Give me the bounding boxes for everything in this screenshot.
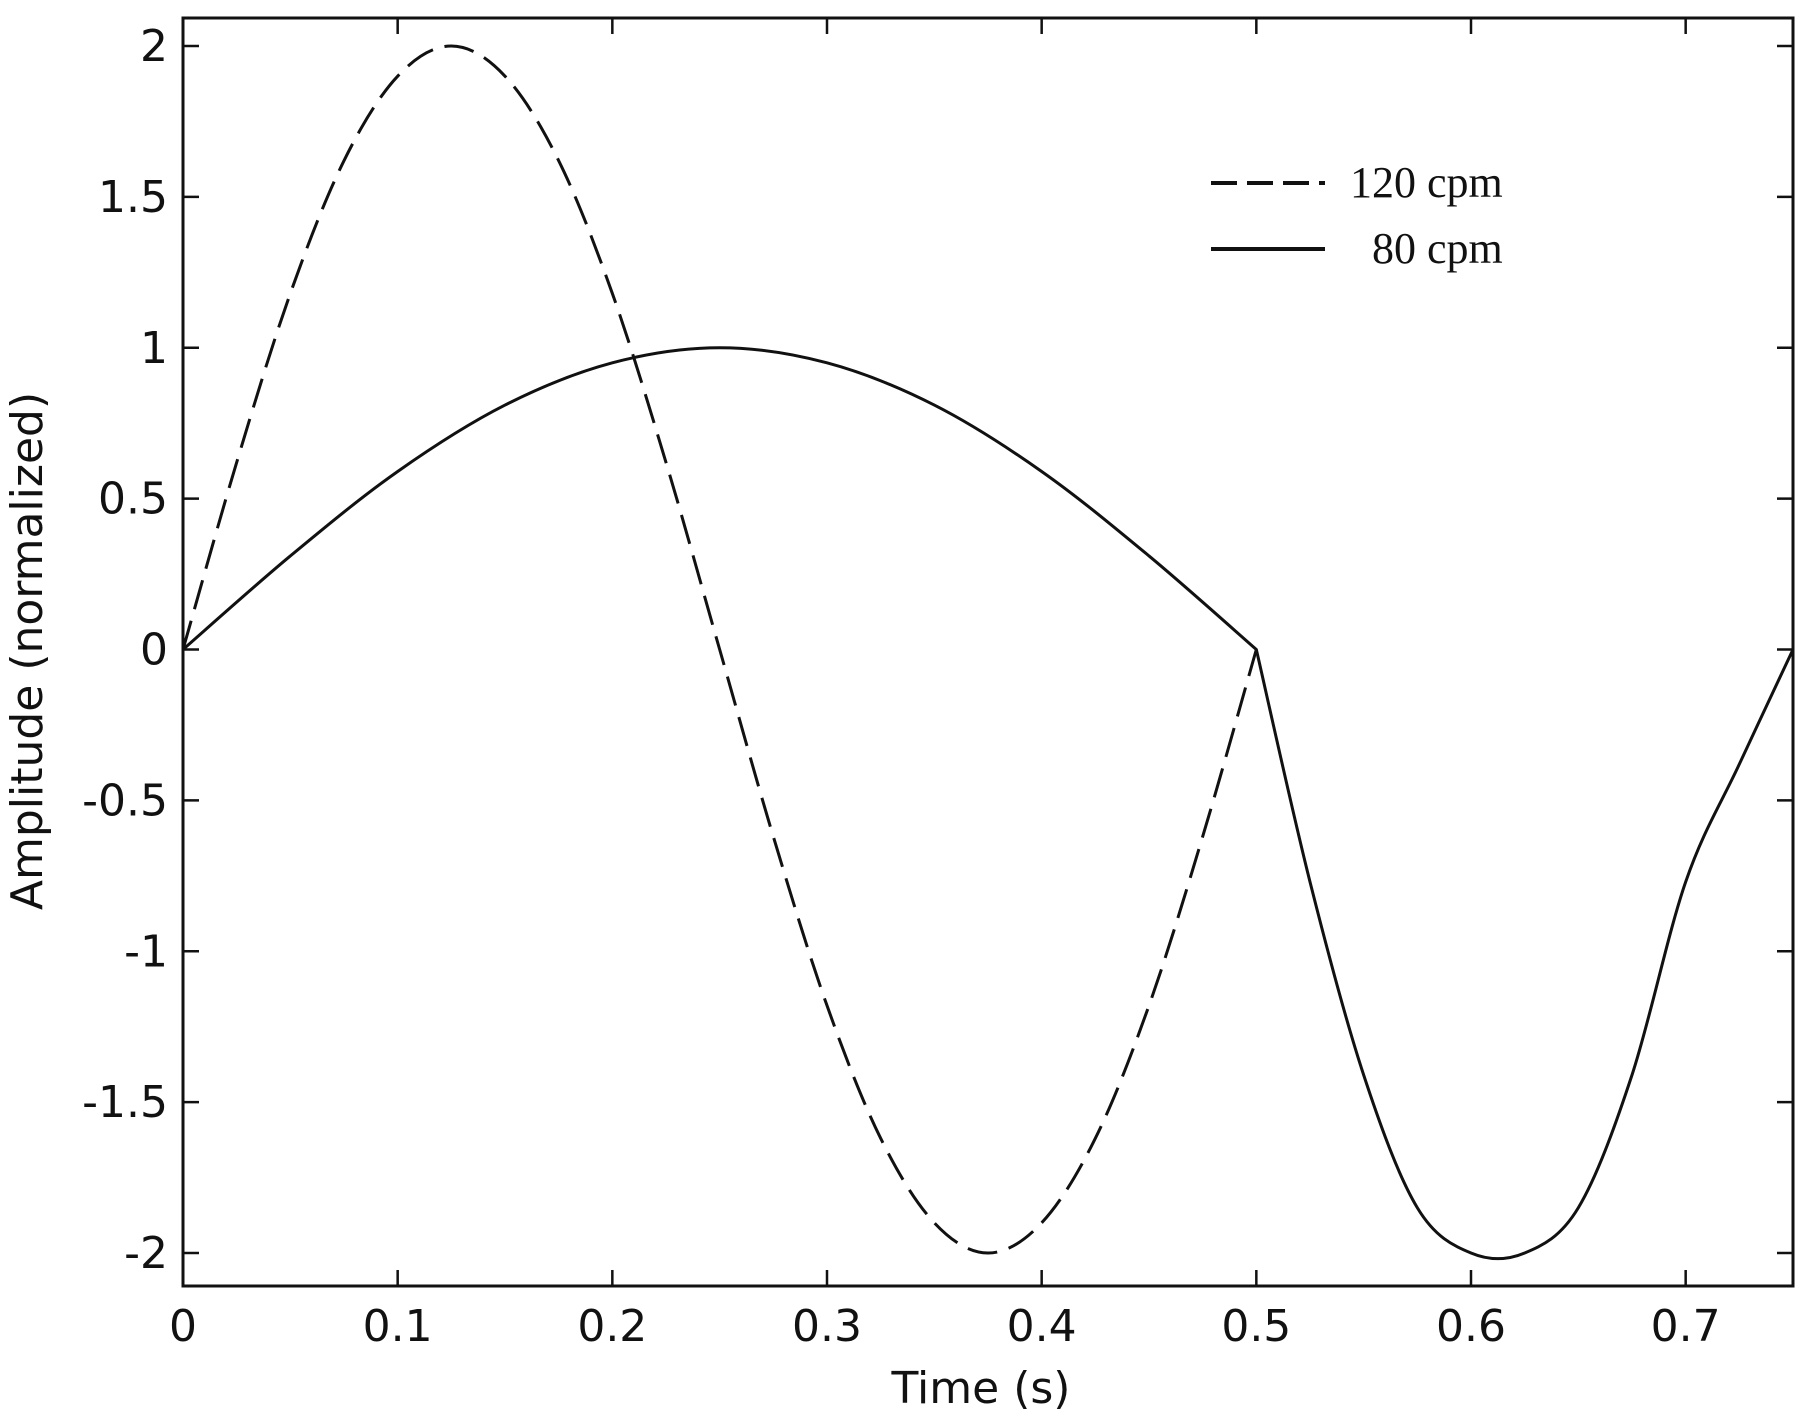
y-tick-label: 1 [140,323,168,374]
x-axis-title: Time (s) [891,1363,1071,1414]
series-line-120-cpm [181,44,1258,1255]
y-tick-label: 2 [140,21,168,72]
x-tick-label: 0.1 [363,1301,433,1352]
y-tick-label: -1 [124,926,168,977]
y-tick-label: -1.5 [82,1077,168,1128]
x-tick-label: 0.4 [1007,1301,1077,1352]
plot-area [181,16,1795,1288]
y-tick-label: 0 [140,625,168,676]
series-layer [181,44,1795,1261]
y-tick-label: 1.5 [98,172,168,223]
y-tick-label: 0.5 [98,474,168,525]
x-axis: 0 0.1 0.2 0.3 0.4 0.5 0.6 0.7 [169,18,1721,1352]
x-tick-label: 0 [169,1301,197,1352]
y-tick-label: -0.5 [82,775,168,826]
legend-label-80-cpm: 80 cpm [1372,224,1503,273]
x-tick-label: 0.5 [1221,1301,1291,1352]
x-tick-label: 0.6 [1436,1301,1506,1352]
y-axis-title: Amplitude (normalized) [2,392,53,910]
plot-frame [181,16,1795,1288]
series-line-80-cpm [182,346,1795,1261]
x-tick-label: 0.3 [792,1301,862,1352]
legend: 120 cpm 80 cpm [1211,158,1503,273]
x-tick-label: 0.2 [577,1301,647,1352]
legend-label-120-cpm: 120 cpm [1350,158,1503,207]
y-tick-label: -2 [124,1228,168,1279]
x-tick-label: 0.7 [1651,1301,1721,1352]
y-axis: 2 1.5 1 0.5 0 -0.5 -1 -1.5 -2 [82,21,1793,1279]
